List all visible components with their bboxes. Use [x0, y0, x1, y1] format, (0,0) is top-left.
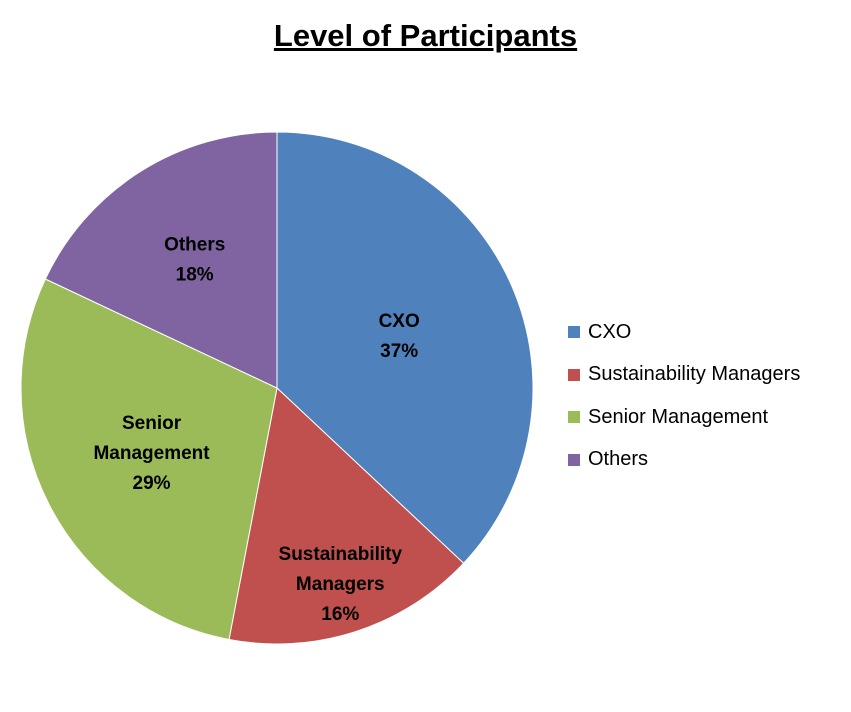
- slice-label-sustainability-managers: Sustainability Managers 16%: [279, 544, 403, 625]
- legend-item-sustainability-managers: Sustainability Managers: [568, 354, 800, 397]
- slice-label-others: Others 18%: [164, 234, 225, 285]
- slice-label-cxo: CXO 37%: [379, 311, 420, 362]
- legend-label-senior-management: Senior Management: [588, 405, 769, 428]
- legend-item-senior-management: Senior Management: [568, 396, 800, 439]
- pie-slice-others: [44, 131, 278, 389]
- legend: CXO Sustainability Managers Senior Manag…: [568, 311, 800, 481]
- legend-swatch-sustainability-managers: [568, 368, 580, 381]
- legend-label-cxo: CXO: [588, 320, 632, 343]
- chart-title: Level of Participants: [273, 18, 578, 53]
- legend-swatch-senior-management: [568, 411, 580, 424]
- pie-slice-senior-management: [20, 278, 278, 641]
- slice-label-senior-management: Senior Management 29%: [93, 413, 210, 494]
- pie-slice-cxo: [276, 131, 534, 564]
- legend-label-others: Others: [588, 448, 649, 471]
- legend-label-sustainability-managers: Sustainability Managers: [588, 363, 801, 386]
- legend-swatch-others: [568, 453, 580, 466]
- legend-swatch-cxo: [568, 326, 580, 339]
- pie-slice-sustainability-managers: [228, 387, 465, 645]
- legend-item-cxo: CXO: [568, 311, 800, 354]
- legend-item-others: Others: [568, 439, 800, 482]
